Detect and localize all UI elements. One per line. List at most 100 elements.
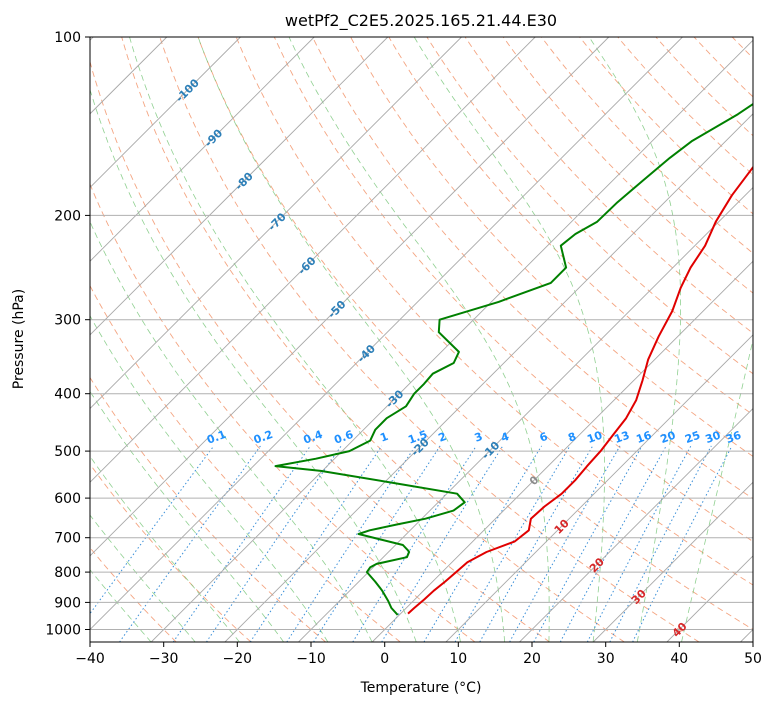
isotherm-line [519,407,753,642]
dry-adiabat [502,37,753,294]
x-tick-label: −20 [223,651,253,667]
mixing-ratio-line [609,445,712,642]
dry-adiabat [579,37,753,215]
dry-adiabat [312,37,753,500]
dry-adiabat [90,284,401,642]
mixing-ratio-label: 30 [704,428,723,446]
y-tick-label: 200 [54,208,81,224]
mixing-ratio-label: 0.2 [252,428,275,447]
dry-adiabat [617,37,753,176]
dry-adiabat [770,37,775,642]
mixing-ratio-line [632,445,733,642]
mixing-ratio-label: 25 [683,429,702,446]
moist-adiabat [90,514,196,642]
isotherm-line [90,37,241,189]
y-tick-label: 800 [54,565,81,581]
dry-adiabat [159,37,700,642]
mixing-ratio-label: 0.4 [302,428,325,447]
x-tick-label: −30 [149,651,179,667]
plot-background [90,37,753,642]
dry-adiabat [121,37,625,642]
mixing-ratio-line [509,445,621,642]
mixing-ratio-line [313,445,441,642]
y-tick-label: 1000 [45,623,81,639]
mixing-ratio-label: 0.6 [332,428,355,447]
y-axis-label: Pressure (hPa) [11,289,27,389]
mixing-ratio-line [172,445,311,642]
x-tick-label: 30 [597,651,615,667]
mixing-ratio-label: 16 [634,428,653,446]
y-tick-label: 600 [54,491,81,507]
dry-adiabat [464,37,753,334]
mixing-ratio-label: 8 [566,430,578,445]
isotherm-line [298,186,753,642]
moist-adiabat [90,220,373,642]
mixing-ratio-label: 3 [473,430,485,445]
mixing-ratio-line [249,445,383,642]
x-axis-label: Temperature (°C) [360,680,482,696]
x-tick-label: 40 [670,651,688,667]
mixing-ratio-label: 10 [585,428,604,446]
y-tick-label: 500 [54,444,81,460]
mixing-ratio-label: 4 [499,430,511,445]
moist-adiabat [90,314,329,642]
mixing-ratio-line [119,445,261,642]
chart-title: wetPf2_C2E5.2025.165.21.44.E30 [285,11,557,31]
mixing-ratio-label: 2 [437,430,449,445]
y-tick-label: 900 [54,595,81,611]
mixing-ratio-line [205,445,342,642]
isotherm-line [371,260,753,642]
x-tick-label: −10 [296,651,326,667]
moist-adiabat [129,37,461,642]
y-tick-label: 400 [54,387,81,403]
mixing-ratio-line [533,445,643,642]
sounding-traces [274,102,753,616]
temperature-trace [407,165,753,615]
isotherm-line [90,37,462,410]
moist-adiabat [413,37,605,642]
mixing-ratio-line [423,445,543,642]
isotherm-line [90,37,315,262]
mixing-ratio-label: 13 [612,429,631,446]
y-tick-label: 700 [54,531,81,547]
moist-adiabat [197,37,506,642]
dry-adiabat [90,60,551,642]
dry-adiabat [235,37,753,586]
y-tick-label: 100 [54,30,81,46]
mixing-ratio-line [352,445,477,642]
isotherm-line [592,481,753,642]
mixing-ratio-label: 6 [538,430,550,445]
isotherm-line [90,37,389,336]
mixing-ratio-line [454,445,571,642]
isotherm-line [445,334,753,642]
x-tick-label: −40 [75,651,105,667]
isotherm-line [90,37,536,483]
axis-ticks: −40 −30 −20 −10 0 10 20 30 40 5010020030040050060… [45,30,762,667]
x-tick-label: 10 [449,651,467,667]
x-tick-label: 50 [744,651,762,667]
mixing-ratio-line [286,445,416,642]
dewpoint-trace [274,102,753,616]
y-tick-label: 300 [54,313,81,329]
isotherm-line [90,37,683,631]
isotherm-line [150,39,753,642]
background-lines [90,37,775,642]
mixing-ratio-label: 36 [724,428,743,446]
x-tick-label: 0 [380,651,389,667]
mixing-ratio-label: 1.5 [406,428,429,447]
mixing-ratio-label: 1 [378,430,390,445]
mixing-ratio-label: 20 [659,428,678,446]
isotherm-line [224,113,753,642]
mixing-ratio-label: 0.1 [205,428,228,447]
plot-frame [89,36,754,643]
moist-adiabat [90,88,417,642]
moist-adiabat [588,37,681,642]
x-tick-label: 20 [523,651,541,667]
dry-adiabat [388,37,753,416]
dry-adiabat [90,463,252,642]
isotherm-line [90,37,610,557]
moist-adiabat [681,337,753,642]
moist-adiabat [90,455,240,642]
dry-adiabat [197,37,753,631]
